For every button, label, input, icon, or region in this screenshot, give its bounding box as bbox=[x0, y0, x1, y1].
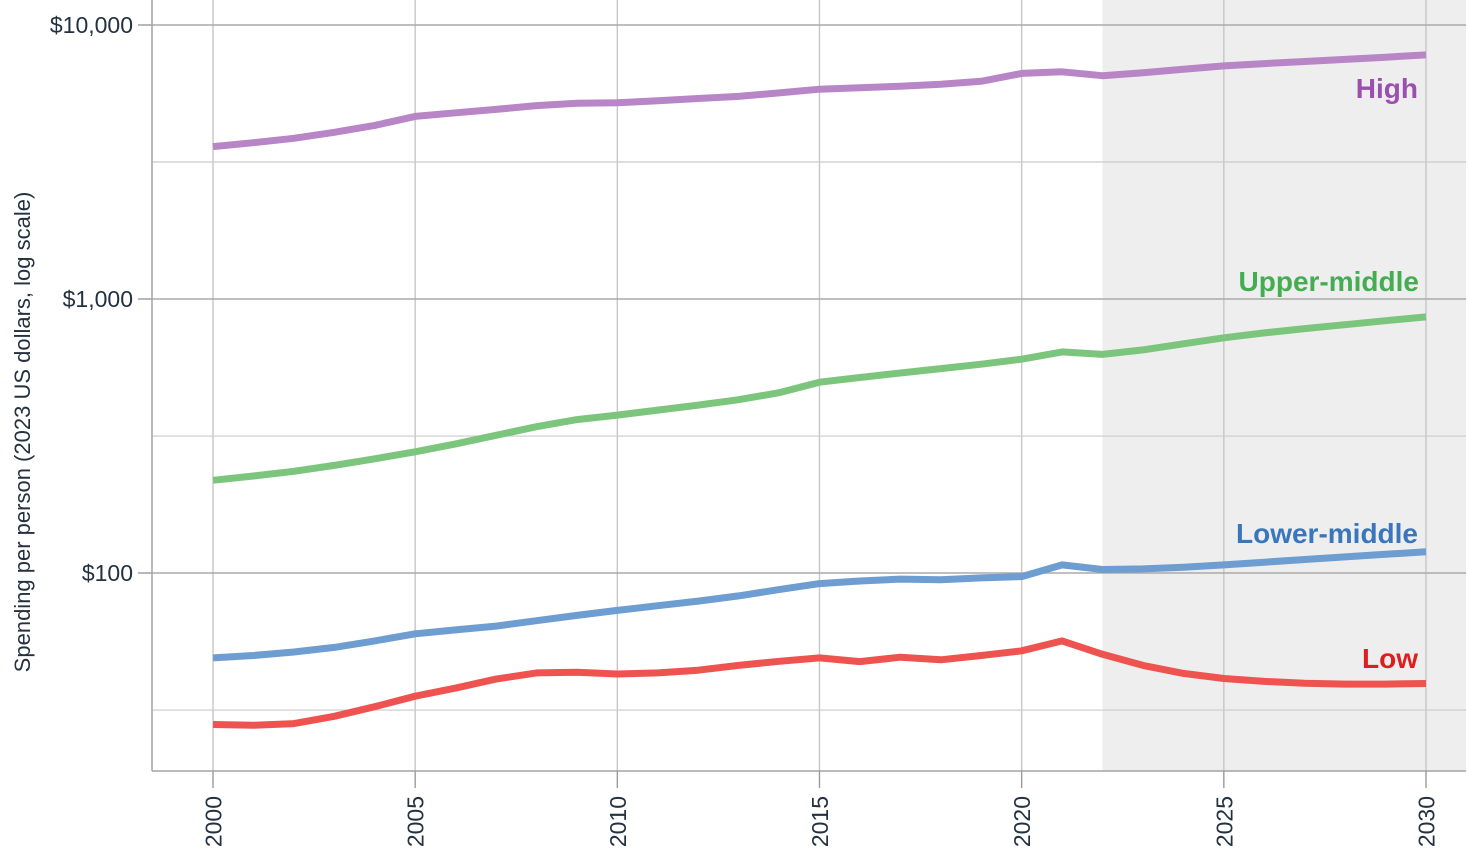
y-tick-label-10000: $10,000 bbox=[50, 12, 133, 38]
y-tick-label-1000: $1,000 bbox=[63, 286, 133, 312]
x-tick-label-2020: 2020 bbox=[1009, 796, 1035, 847]
projection-region bbox=[1102, 0, 1466, 771]
series-line-lower-middle bbox=[212, 548, 1427, 662]
x-tick-label-2025: 2025 bbox=[1211, 796, 1237, 847]
series-line-high bbox=[212, 51, 1427, 151]
x-tick-label-2000: 2000 bbox=[201, 796, 227, 847]
x-tick-label-2005: 2005 bbox=[403, 796, 429, 847]
series-line-low bbox=[212, 637, 1427, 729]
x-tick-label-2030: 2030 bbox=[1414, 796, 1440, 847]
series-label-low: Low bbox=[1362, 643, 1418, 674]
chart-plot-area bbox=[138, 0, 1466, 788]
series-label-upper-middle: Upper-middle bbox=[1239, 266, 1419, 297]
x-tick-label-2010: 2010 bbox=[605, 796, 631, 847]
y-tick-label-100: $100 bbox=[82, 560, 133, 586]
series-label-high: High bbox=[1356, 73, 1418, 104]
series-label-lower-middle: Lower-middle bbox=[1236, 518, 1418, 549]
x-tick-label-2015: 2015 bbox=[807, 796, 833, 847]
series-line-upper-middle bbox=[212, 313, 1427, 484]
y-axis-title: Spending per person (2023 US dollars, lo… bbox=[10, 192, 35, 673]
